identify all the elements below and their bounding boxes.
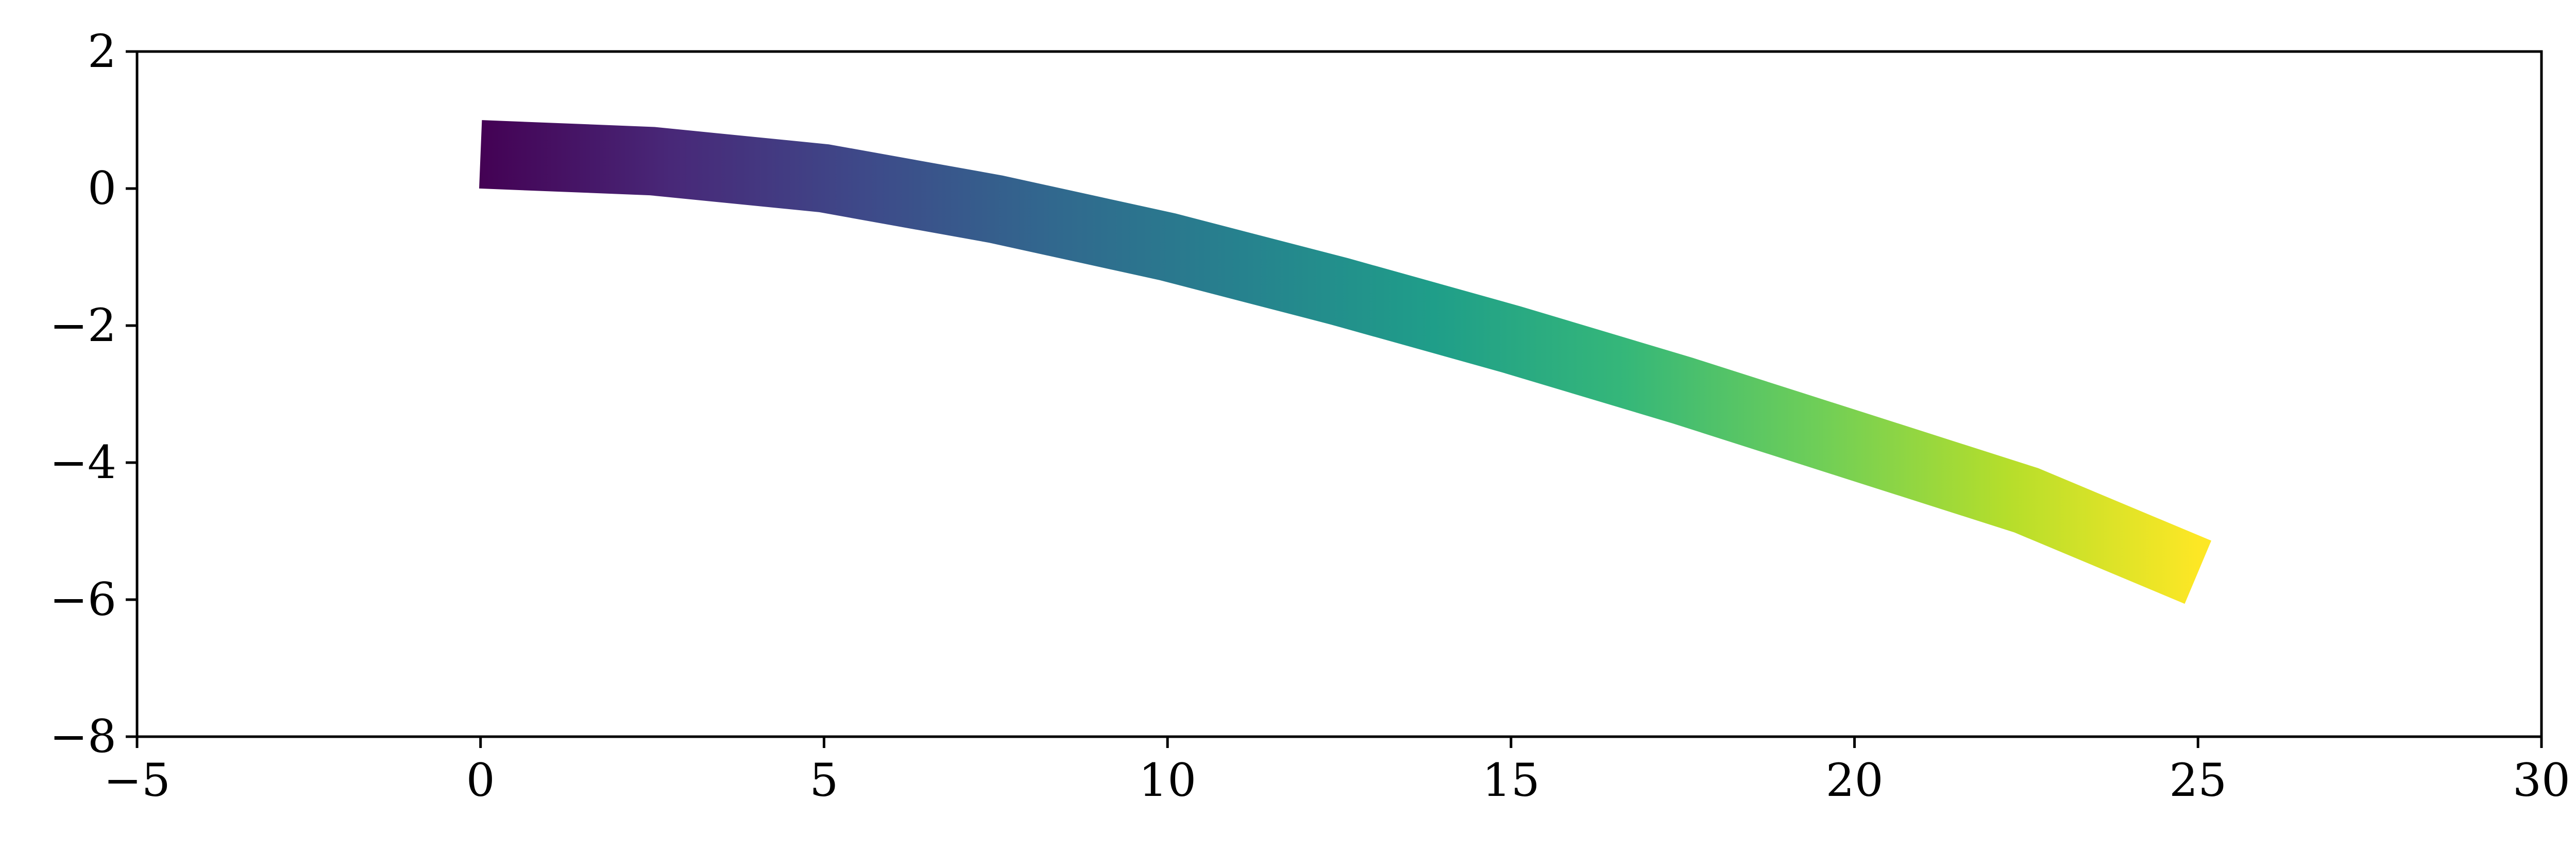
x-tick-label: 30 [2513,754,2570,807]
x-tick-label: 15 [1482,754,1540,807]
plot-frame [135,50,2543,738]
y-tick-label: −4 [49,436,116,489]
x-tick-label: 25 [2169,754,2227,807]
x-tick-label: 10 [1139,754,1196,807]
y-tick-label: −8 [49,710,116,763]
band-layer [479,120,2212,604]
y-tick-label: −2 [49,299,116,352]
y-tick-label: 2 [88,25,116,78]
x-tick-label: 5 [809,754,838,807]
x-tick-label: 0 [466,754,495,807]
y-axis: 2 0 −2 −4 −6 −8 [49,25,137,763]
beam-band [479,120,2212,604]
y-tick-label: 0 [88,162,116,215]
x-axis: −5 0 5 10 15 20 25 30 [104,737,2570,807]
x-tick-label: −5 [104,754,171,807]
y-tick-label: −6 [49,573,116,626]
x-tick-label: 20 [1826,754,1884,807]
